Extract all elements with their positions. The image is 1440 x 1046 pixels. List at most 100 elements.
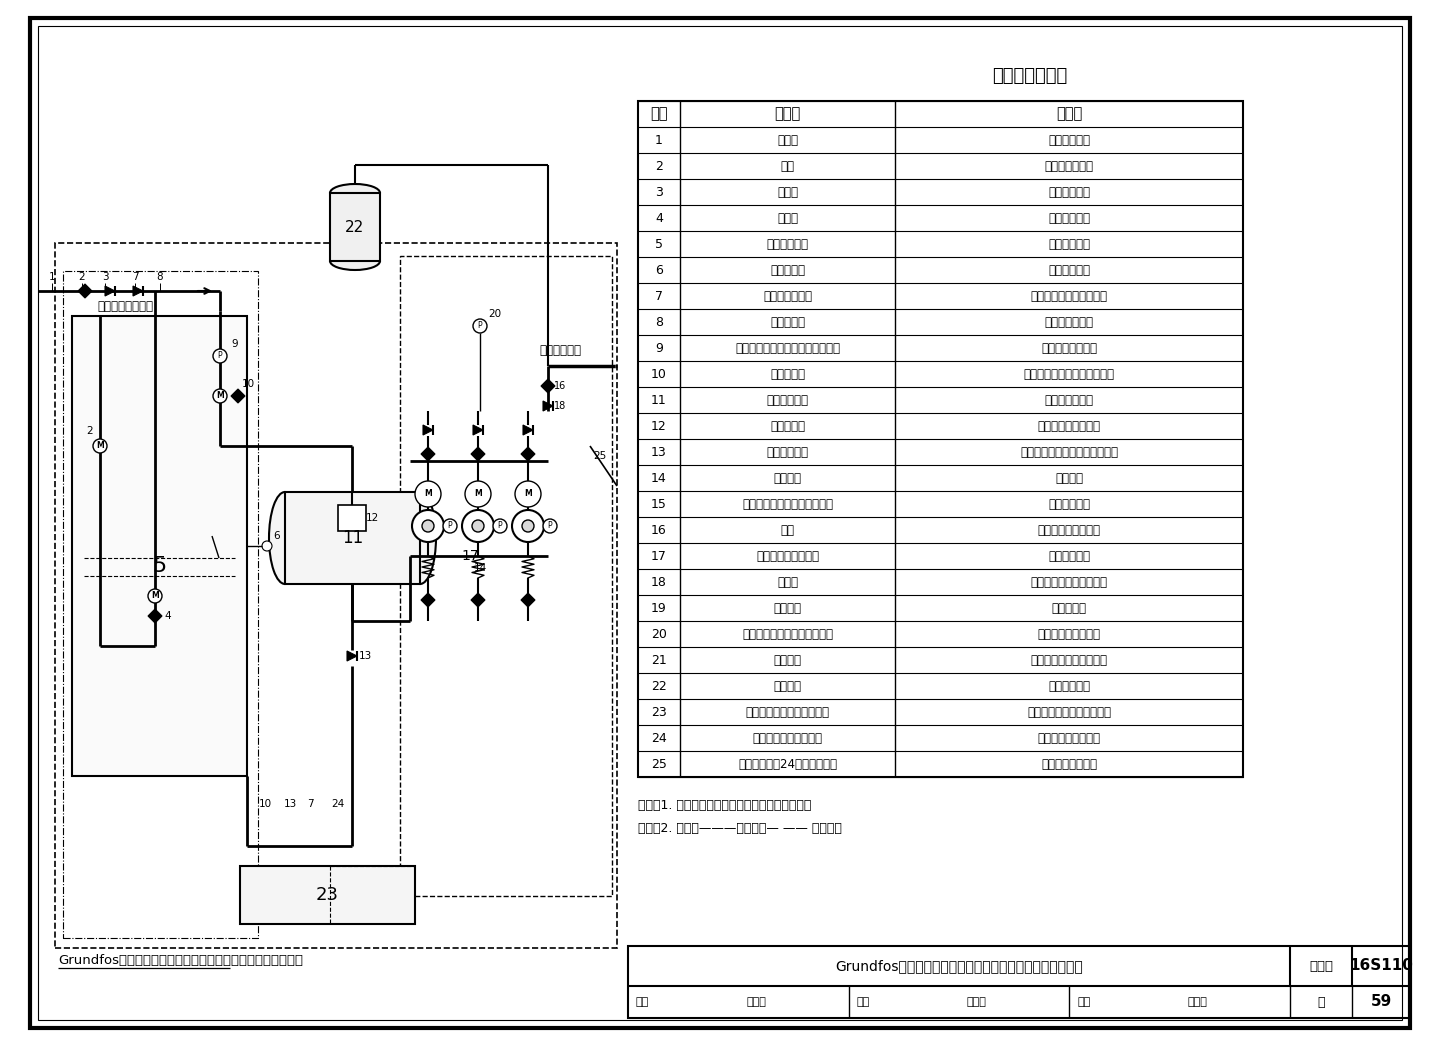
Text: 序号: 序号 [651,107,668,121]
Text: 罗定元: 罗定元 [746,997,766,1007]
Text: 12: 12 [651,419,667,432]
Text: 隔振、便于管路拆卸检修: 隔振、便于管路拆卸检修 [1031,290,1107,302]
Text: 2: 2 [86,426,94,436]
Text: 8: 8 [157,272,163,282]
Text: 液位传感器: 液位传感器 [770,264,805,276]
Polygon shape [543,401,553,411]
Text: 20: 20 [488,309,501,319]
Text: 3: 3 [655,185,662,199]
Text: 10: 10 [242,379,255,389]
Text: 市政管网进水: 市政管网进水 [1048,134,1090,146]
Polygon shape [420,593,435,607]
Text: 13: 13 [651,446,667,458]
Bar [240,866,415,924]
Text: 审核: 审核 [636,997,649,1007]
Ellipse shape [330,252,380,270]
Bar [628,946,1410,1018]
Text: 对水质在线消毒灭菌: 对水质在线消毒灭菌 [1037,731,1100,745]
Polygon shape [521,593,536,607]
Text: 防止压力水回流: 防止压力水回流 [1044,316,1093,328]
Text: 不锈钢稳流罐: 不锈钢稳流罐 [766,393,808,407]
Text: M: M [474,490,482,499]
Text: 水泵吸水: 水泵吸水 [1056,472,1083,484]
Text: 10: 10 [258,799,272,809]
Text: 数显式智能水泵专用控制柜: 数显式智能水泵专用控制柜 [746,705,829,719]
Text: 16S110: 16S110 [1349,958,1413,974]
Polygon shape [471,447,485,461]
Text: P: P [547,522,553,530]
Text: 过滤管网进水: 过滤管网进水 [1048,185,1090,199]
Text: 出水压力传感器（带压力表）: 出水压力传感器（带压力表） [742,628,832,640]
Text: 说明：1. 图中虚线框内为厂家成套设备供货范围。: 说明：1. 图中虚线框内为厂家成套设备供货范围。 [638,799,811,812]
Text: 21: 21 [651,654,667,666]
Text: 进水管控制阀门: 进水管控制阀门 [1044,159,1093,173]
Text: 14: 14 [474,563,487,573]
Text: 20: 20 [651,628,667,640]
Polygon shape [105,286,115,296]
Polygon shape [471,593,485,607]
Circle shape [412,510,444,542]
Circle shape [213,389,228,403]
Text: 25: 25 [593,451,606,461]
Text: 6: 6 [274,531,281,541]
Polygon shape [132,286,143,296]
Polygon shape [78,285,92,298]
Text: 供用户用水: 供用户用水 [1051,601,1087,614]
Circle shape [521,520,534,532]
Text: 23: 23 [651,705,667,719]
Text: 供连接消毒装置用: 供连接消毒装置用 [1041,757,1097,771]
Text: 11: 11 [651,393,667,407]
Text: 9: 9 [655,341,662,355]
Text: 17: 17 [651,549,667,563]
Polygon shape [423,425,433,435]
Text: 水泵进、出水控制阀: 水泵进、出水控制阀 [1037,523,1100,537]
Text: 2. 图例：———控制线；— —— 信号线。: 2. 图例：———控制线；— —— 信号线。 [638,822,842,835]
Text: 设备组成名称表: 设备组成名称表 [992,67,1067,85]
Circle shape [462,510,494,542]
Text: P: P [478,321,482,331]
Text: 18: 18 [554,401,566,411]
Circle shape [262,541,272,551]
Text: 叠压吸水时防止市政水进入水箱: 叠压吸水时防止市政水进入水箱 [1020,446,1117,458]
Text: 市政管网压力传感器（带数显表）: 市政管网压力传感器（带数显表） [734,341,840,355]
Text: Grundfos系列箱式全变频叠压供水设备基本组成及控制原理图: Grundfos系列箱式全变频叠压供水设备基本组成及控制原理图 [58,955,302,968]
Bar [285,492,420,584]
Text: 阀门: 阀门 [780,159,795,173]
Bar [330,194,380,262]
Polygon shape [230,389,245,403]
Text: 9: 9 [232,339,238,349]
Text: M: M [96,441,104,451]
Text: 4: 4 [655,211,662,225]
Bar [55,243,616,948]
Text: 校对: 校对 [857,997,870,1007]
Text: 页: 页 [1318,996,1325,1008]
Text: 16: 16 [651,523,667,537]
Text: 真空抑制器: 真空抑制器 [770,419,805,432]
Text: 倒流防止器: 倒流防止器 [770,316,805,328]
Polygon shape [148,609,161,623]
Ellipse shape [330,184,380,202]
Text: 吸水总管: 吸水总管 [773,472,802,484]
Text: 阀门: 阀门 [780,523,795,537]
Text: 12: 12 [366,513,379,523]
Text: 电动阀: 电动阀 [778,211,798,225]
Text: 数字集成式变频水泵: 数字集成式变频水泵 [756,549,819,563]
Text: 储存所需水量: 储存所需水量 [1048,237,1090,250]
Text: 可曲挠橡胶接头: 可曲挠橡胶接头 [763,290,812,302]
Text: 检测设备出水管压力: 检测设备出水管压力 [1037,628,1100,640]
Text: P: P [448,522,452,530]
Text: 控制及参数设定、显示功能: 控制及参数设定、显示功能 [1027,705,1112,719]
Polygon shape [420,447,435,461]
Text: 过滤器: 过滤器 [778,185,798,199]
Polygon shape [541,379,554,393]
Text: 13: 13 [284,799,297,809]
Bar [400,256,612,896]
Text: 进水管: 进水管 [778,134,798,146]
Text: 15: 15 [651,498,667,510]
Text: 17: 17 [461,549,480,563]
Polygon shape [347,651,357,661]
Polygon shape [523,425,533,435]
Text: 1: 1 [655,134,662,146]
Bar [338,505,366,531]
Ellipse shape [269,492,301,584]
